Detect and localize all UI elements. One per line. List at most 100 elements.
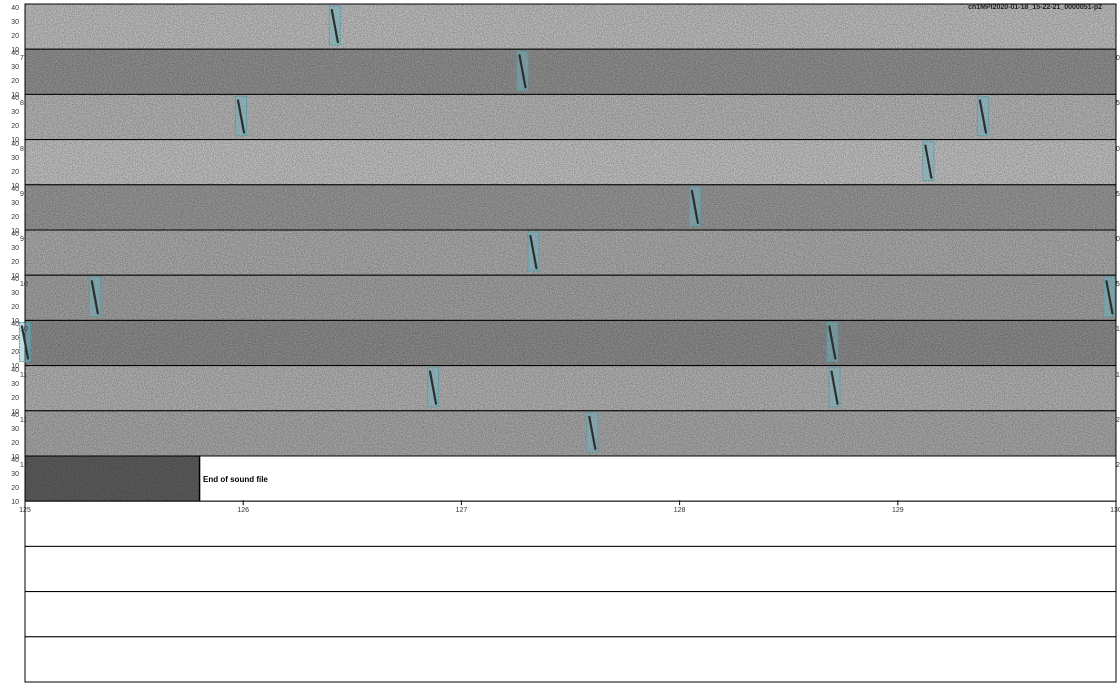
y-tick-label: 40 <box>11 231 19 238</box>
y-tick-label: 30 <box>11 380 19 388</box>
spectrogram-row-noise <box>25 365 1116 411</box>
y-tick-label: 30 <box>11 335 19 343</box>
file-label: ch1MPI2020-01-18_15-22-21_0000051-p2 <box>968 4 1102 11</box>
row-right-label: 20 <box>1116 416 1120 424</box>
y-tick-label: 30 <box>11 109 19 117</box>
row-left-label: 9 <box>20 236 24 243</box>
y-tick-label: 10 <box>11 92 19 100</box>
call-trace <box>428 370 438 405</box>
y-tick-label: 40 <box>11 185 19 193</box>
row-right-label: 25 <box>1116 462 1120 469</box>
y-tick-label: 20 <box>11 349 19 357</box>
spectrogram-row-noise <box>25 4 1116 50</box>
y-tick-label: 30 <box>11 19 19 26</box>
x-tick-label: 129 <box>891 507 904 515</box>
call-trace <box>690 189 699 225</box>
empty-row <box>24 500 1117 547</box>
y-tick-label: 10 <box>11 363 19 371</box>
y-tick-label: 40 <box>11 276 19 284</box>
end-block-noise <box>25 456 200 502</box>
y-tick-label: 20 <box>11 394 19 402</box>
spectrogram-row-noise <box>25 49 1116 95</box>
y-tick-label: 20 <box>11 168 19 176</box>
y-tick-label: 40 <box>11 457 19 464</box>
y-tick-label: 10 <box>11 318 19 326</box>
call-trace <box>978 99 987 134</box>
y-tick-label: 10 <box>11 182 19 190</box>
row-right-label: 00 <box>1116 236 1120 243</box>
call-trace <box>90 280 99 315</box>
y-tick-label: 30 <box>11 245 19 252</box>
y-tick-label: 10 <box>11 137 19 145</box>
y-tick-label: 30 <box>11 154 19 162</box>
row-right-label: 5 <box>1116 100 1120 108</box>
x-tick-label: 126 <box>237 507 250 515</box>
y-tick-label: 20 <box>11 213 19 221</box>
y-tick-label: 20 <box>11 123 19 131</box>
row-left-label: 10 <box>20 281 28 289</box>
x-tick-label: 130 <box>1110 507 1120 515</box>
y-tick-label: 30 <box>11 64 19 72</box>
call-trace <box>924 144 933 179</box>
y-tick-label: 10 <box>11 227 19 235</box>
y-tick-label: 10 <box>11 499 19 506</box>
empty-row <box>24 591 1117 638</box>
row-right-label: 0 <box>1116 55 1120 63</box>
y-tick-label: 10 <box>11 47 19 54</box>
row-right-label: 10 <box>1116 326 1120 334</box>
y-tick-label: 30 <box>11 290 19 298</box>
row-right-label: 5 <box>1116 281 1120 289</box>
y-tick-label: 40 <box>11 95 19 103</box>
x-tick-label: 127 <box>455 507 468 515</box>
row-left-label: 7 <box>20 55 24 63</box>
row-left-label: 11 <box>20 371 28 379</box>
y-tick-label: 40 <box>11 411 19 419</box>
row-left-label: 8 <box>20 145 24 153</box>
x-tick-label: 128 <box>673 507 686 515</box>
y-tick-label: 20 <box>11 485 19 492</box>
y-tick-label: 30 <box>11 471 19 478</box>
y-tick-label: 40 <box>11 140 19 148</box>
end-blank <box>199 456 1116 502</box>
y-tick-label: 20 <box>11 304 19 312</box>
row-right-label: 0 <box>1116 145 1120 153</box>
spectrogram-row-noise <box>25 320 1116 366</box>
y-tick-label: 40 <box>11 366 19 374</box>
row-left-label: 8 <box>20 100 24 108</box>
row-left-label: 12 <box>20 462 28 469</box>
call-trace <box>830 370 839 405</box>
call-trace <box>330 8 339 44</box>
y-tick-label: 10 <box>11 408 19 416</box>
empty-row <box>24 545 1117 593</box>
row-left-label: 9 <box>20 190 24 198</box>
y-tick-label: 20 <box>11 259 19 266</box>
y-tick-label: 10 <box>11 453 19 461</box>
row-left-label: 10 <box>20 326 28 334</box>
spectrogram-row-noise <box>25 230 1116 276</box>
spectrogram-row-noise <box>25 184 1116 230</box>
row-right-label: 5 <box>1116 190 1120 198</box>
y-tick-label: 20 <box>11 78 19 86</box>
row-right-label: 15 <box>1116 371 1120 379</box>
spectrogram-row-noise <box>25 139 1116 185</box>
spectrogram-row-noise <box>25 94 1116 140</box>
call-trace <box>588 415 597 451</box>
y-tick-label: 30 <box>11 425 19 433</box>
call-trace <box>20 325 30 360</box>
call-trace <box>1105 280 1114 315</box>
x-tick-label: 125 <box>19 507 31 515</box>
call-trace <box>529 234 538 270</box>
call-trace <box>518 54 527 89</box>
row-left-label: 11 <box>20 416 28 424</box>
end-of-file-label: End of sound file <box>203 475 268 484</box>
call-trace <box>236 99 246 134</box>
call-trace <box>828 325 837 360</box>
y-tick-label: 10 <box>11 273 19 280</box>
spectrogram-row-noise <box>25 275 1116 321</box>
y-tick-label: 30 <box>11 199 19 207</box>
y-tick-label: 20 <box>11 439 19 447</box>
empty-row <box>24 636 1117 683</box>
y-tick-label: 40 <box>11 50 19 58</box>
